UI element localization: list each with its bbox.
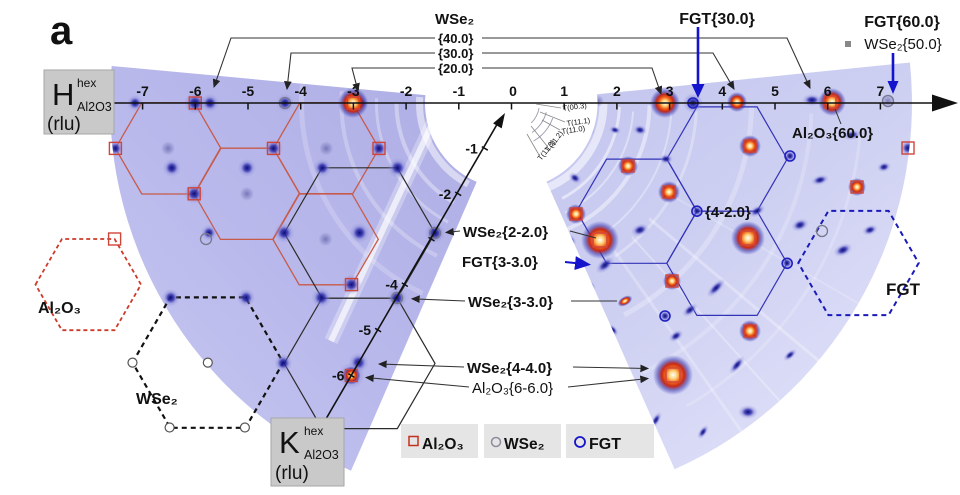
wse2-vertex-circles [127, 357, 250, 433]
wse2-220-label: WSe₂{2-2.0} [463, 224, 548, 241]
legend-circle-icon-wse2 [490, 436, 502, 448]
wse2-50-label: WSe₂{50.0} [864, 36, 942, 53]
svg-text:-5: -5 [242, 83, 255, 99]
wse2-order-40: {40.0} [438, 31, 473, 46]
k-axis-superscript: hex [304, 424, 323, 438]
legend-wse2-label: WSe₂ [504, 436, 545, 453]
k-axis-subscript: Al2O3 [304, 448, 339, 462]
wse2-440-label: WSe₂{4-4.0} [467, 360, 552, 377]
svg-text:7: 7 [877, 83, 885, 99]
svg-text:0: 0 [509, 83, 517, 99]
k-axis-tick-labels: -1 -2 -4 -5 -6 [332, 140, 478, 383]
fgt-330-label: FGT{3-3.0} [462, 254, 538, 271]
fgt-hexagon-label: FGT [886, 280, 921, 299]
fgt-dashed-hexagon [797, 209, 920, 317]
fgt-330-arrow [564, 256, 591, 271]
right-diffraction-wedge [546, 62, 912, 470]
svg-text:4: 4 [718, 83, 726, 99]
left-diffraction-wedge [109, 66, 477, 471]
wse2-order-30: {30.0} [438, 46, 473, 61]
al2o3-60-label: Al₂O₃{60.0} [792, 125, 873, 142]
fgt-30-arrowhead [691, 84, 705, 98]
svg-text:-1: -1 [453, 83, 466, 99]
peak-leader-lines [364, 227, 650, 388]
fgt-30-label: FGT{30.0} [679, 11, 755, 28]
fgt-60-arrowhead [887, 81, 899, 94]
ring-label-003: T(00.3) [562, 101, 588, 113]
wse2-330-label: WSe₂{3-3.0} [468, 294, 553, 311]
svg-text:-6: -6 [189, 83, 202, 99]
svg-text:2: 2 [613, 83, 621, 99]
k-axis: -1 -2 -4 -5 -6 [311, 113, 505, 444]
legend-fgt-label: FGT [589, 436, 621, 453]
al2o3-dashed-hexagon [34, 238, 143, 332]
wse2-order-leaders [212, 37, 811, 96]
svg-text:6: 6 [824, 83, 832, 99]
svg-text:-5: -5 [359, 322, 372, 338]
svg-text:3: 3 [666, 83, 674, 99]
wse2-hexagon-label: WSe₂ [136, 391, 178, 408]
svg-text:5: 5 [771, 83, 779, 99]
ring-label-110: T(11.0) [561, 124, 586, 136]
k-axis-symbol: K [279, 425, 300, 460]
panel-label: a [50, 9, 73, 53]
h-axis-arrowhead [932, 94, 958, 112]
transmission-rings [530, 107, 554, 142]
h-axis-unit: (rlu) [47, 114, 81, 135]
svg-text:-1: -1 [465, 140, 478, 156]
h-axis-symbol: H [52, 77, 74, 112]
svg-text:-4: -4 [294, 83, 307, 99]
svg-text:-2: -2 [439, 186, 452, 202]
fgt-60-label: FGT{60.0} [864, 14, 940, 31]
k-axis-unit: (rlu) [275, 463, 309, 484]
al2o3-60-leader [834, 108, 842, 125]
h-axis-label-box: H hex Al2O3 (rlu) [43, 69, 115, 135]
wse2-50-bullet [845, 41, 851, 47]
al2o3-hexagon-label: Al₂O₃ [38, 300, 81, 317]
legend-box-fgt [566, 424, 654, 458]
svg-text:1: 1 [560, 83, 568, 99]
wse2-order-20: {20.0} [438, 61, 473, 76]
h-axis-superscript: hex [77, 76, 96, 90]
fgt-420-label: {4-2.0} [705, 204, 751, 221]
h-axis-subscript: Al2O3 [77, 100, 112, 114]
svg-text:-7: -7 [136, 83, 149, 99]
svg-text:-2: -2 [400, 83, 413, 99]
legend-al2o3-label: Al₂O₃ [422, 436, 464, 453]
legend-circle-icon-fgt [574, 436, 586, 448]
transmission-ring-leaders [526, 103, 566, 156]
legend-square-icon [408, 435, 419, 447]
svg-text:-6: -6 [332, 368, 345, 384]
legend: Al₂O₃ WSe₂ FGT [401, 424, 654, 458]
svg-text:-4: -4 [385, 277, 398, 293]
legend-box-al2o3 [401, 424, 478, 458]
legend-box-wse2 [484, 424, 561, 458]
wse2-rod-group-title: WSe₂ [435, 11, 474, 28]
k-axis-arrowhead [493, 113, 505, 129]
k-axis-label-box: K hex Al2O3 (rlu) [270, 417, 345, 487]
ring-label-113: T(11.3) [535, 138, 557, 163]
al2o3-660-label: Al₂O₃{6-6.0} [472, 380, 553, 397]
ring-label-111: T(11.1) [566, 116, 591, 128]
